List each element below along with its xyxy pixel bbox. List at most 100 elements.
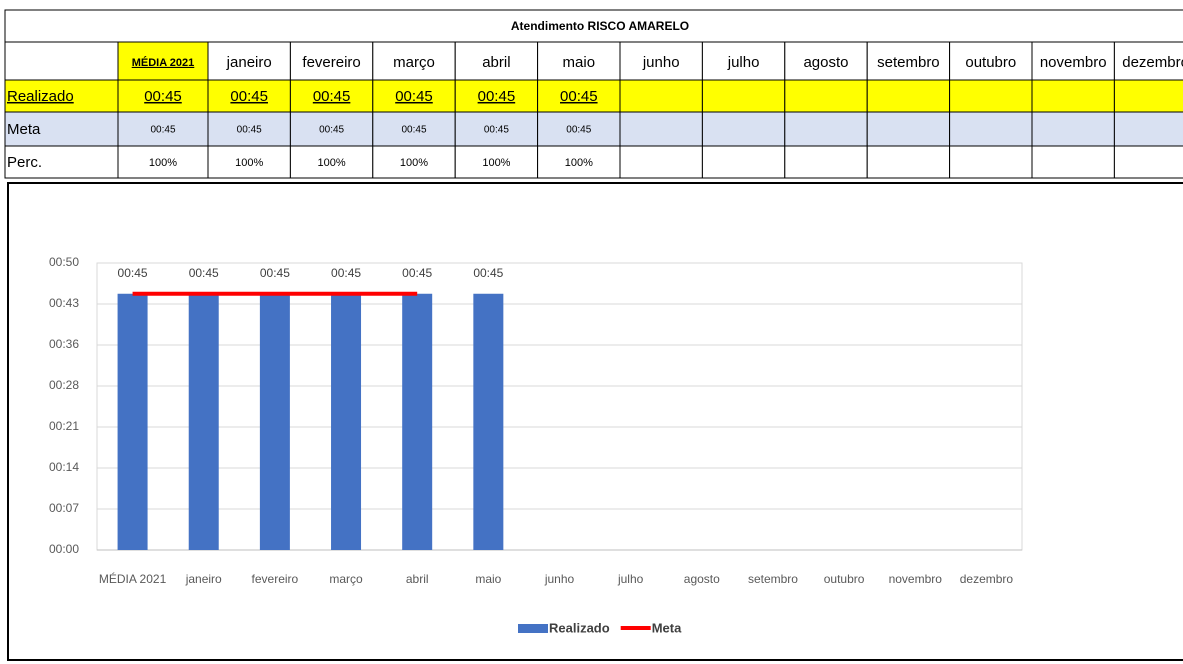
data-label: 00:45 xyxy=(189,266,219,280)
legend-label: Realizado xyxy=(549,620,610,635)
header-cell xyxy=(1031,41,1115,81)
cell-value: 00:45 xyxy=(560,88,598,105)
legend-label: Meta xyxy=(652,620,682,635)
cell xyxy=(1113,79,1183,113)
x-tick-label: fevereiro xyxy=(252,572,299,586)
x-tick-label: abril xyxy=(406,572,429,586)
cell xyxy=(701,111,786,147)
header-cell xyxy=(537,41,621,81)
cell xyxy=(372,145,456,179)
column-header: dezembro xyxy=(1122,54,1183,71)
column-header: MÉDIA 2021 xyxy=(132,56,195,69)
cell xyxy=(866,145,951,179)
column-header: abril xyxy=(482,54,510,71)
cell xyxy=(701,79,786,113)
x-tick-label: setembro xyxy=(748,572,798,586)
row-label-cell xyxy=(4,111,119,147)
cell xyxy=(1031,111,1115,147)
cell-value: 00:45 xyxy=(319,125,344,136)
cell xyxy=(619,145,703,179)
cell xyxy=(784,111,868,147)
cell xyxy=(207,79,291,113)
column-header: outubro xyxy=(965,54,1016,71)
x-tick-label: outubro xyxy=(824,572,865,586)
header-cell xyxy=(866,41,951,81)
y-tick-label: 00:00 xyxy=(49,542,79,556)
cell-value: 00:45 xyxy=(478,88,516,105)
cell-value: 00:45 xyxy=(144,88,182,105)
cell xyxy=(866,79,951,113)
data-label: 00:45 xyxy=(118,266,148,280)
cell xyxy=(537,79,621,113)
cell-value: 00:45 xyxy=(237,125,262,136)
cell xyxy=(454,79,539,113)
y-tick-label: 00:50 xyxy=(49,255,79,269)
cell xyxy=(117,145,209,179)
cell xyxy=(1113,111,1183,147)
x-tick-label: julho xyxy=(617,572,644,586)
cell xyxy=(949,111,1033,147)
cell-value: 00:45 xyxy=(566,125,591,136)
cell-value: 00:45 xyxy=(395,88,433,105)
data-label: 00:45 xyxy=(473,266,503,280)
bar xyxy=(331,293,362,550)
table-title: Atendimento RISCO AMARELO xyxy=(511,19,689,33)
cell-value: 100% xyxy=(482,157,510,169)
legend-swatch xyxy=(518,624,548,633)
cell xyxy=(1031,145,1115,179)
y-tick-label: 00:21 xyxy=(49,419,79,433)
cell xyxy=(784,79,868,113)
bar xyxy=(259,293,290,550)
y-tick-label: 00:14 xyxy=(49,460,79,474)
bar xyxy=(117,293,148,550)
cell-value: 100% xyxy=(318,157,346,169)
cell xyxy=(454,145,539,179)
cell-value: 100% xyxy=(149,157,177,169)
x-tick-label: MÉDIA 2021 xyxy=(99,571,167,586)
cell-value: 00:45 xyxy=(230,88,268,105)
row-label: Realizado xyxy=(7,88,74,105)
row-label: Meta xyxy=(7,121,41,138)
data-label: 00:45 xyxy=(260,266,290,280)
cell xyxy=(949,145,1033,179)
cell xyxy=(537,111,621,147)
cell xyxy=(1031,79,1115,113)
column-header: fevereiro xyxy=(302,54,360,71)
x-tick-label: novembro xyxy=(889,572,943,586)
column-header: agosto xyxy=(803,54,848,71)
cell xyxy=(117,79,209,113)
x-tick-label: maio xyxy=(475,572,501,586)
cell xyxy=(701,145,786,179)
header-label-cell xyxy=(4,41,119,81)
bar xyxy=(188,293,219,550)
cell xyxy=(207,145,291,179)
cell xyxy=(289,111,374,147)
x-tick-label: agosto xyxy=(684,572,720,586)
cell-value: 00:45 xyxy=(401,125,426,136)
column-header: julho xyxy=(727,54,760,71)
data-label: 00:45 xyxy=(331,266,361,280)
row-label: Perc. xyxy=(7,154,42,171)
header-cell xyxy=(949,41,1033,81)
cell xyxy=(949,79,1033,113)
cell xyxy=(289,79,374,113)
y-tick-label: 00:28 xyxy=(49,378,79,392)
cell xyxy=(866,111,951,147)
column-header: novembro xyxy=(1040,54,1107,71)
cell xyxy=(784,145,868,179)
cell-value: 00:45 xyxy=(313,88,351,105)
cell-value: 100% xyxy=(565,157,593,169)
cell xyxy=(1113,145,1183,179)
column-header: setembro xyxy=(877,54,940,71)
column-header: janeiro xyxy=(226,54,272,71)
title-row xyxy=(4,9,1183,43)
header-cell xyxy=(1113,41,1183,81)
cell xyxy=(619,111,703,147)
chart-frame xyxy=(7,182,1183,661)
column-header: junho xyxy=(642,54,680,71)
x-tick-label: janeiro xyxy=(185,572,222,586)
header-cell xyxy=(454,41,539,81)
header-cell xyxy=(117,41,209,81)
cell xyxy=(372,79,456,113)
